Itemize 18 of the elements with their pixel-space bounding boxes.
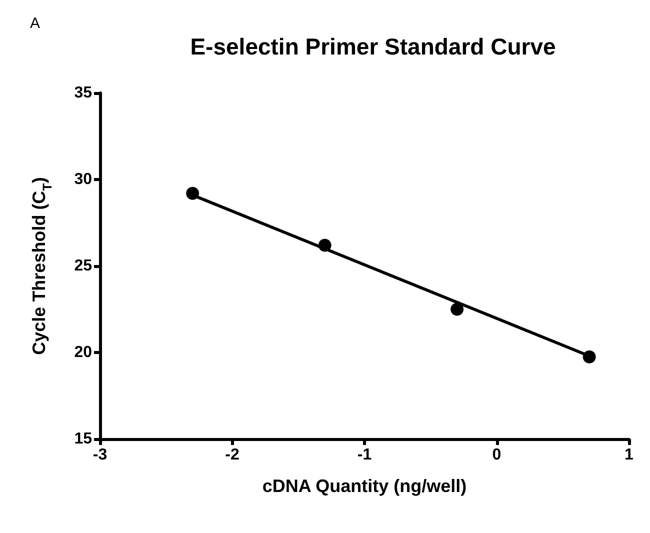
y-axis-title: Cycle Threshold (CT) <box>29 177 54 355</box>
x-axis-title: cDNA Quantity (ng/well) <box>262 476 467 496</box>
y-tick-label: 35 <box>74 84 92 102</box>
point <box>450 302 464 316</box>
x-tick-label: 1 <box>624 446 634 464</box>
x-tick-label: -2 <box>225 446 240 464</box>
x-tick-label: 0 <box>492 446 502 464</box>
x-tick-label: -3 <box>92 446 108 464</box>
text: A <box>30 15 40 32</box>
y-tick-label: 20 <box>74 344 92 361</box>
point <box>318 238 332 252</box>
y-tick-label: 30 <box>74 171 92 188</box>
x-tick-label: -1 <box>357 446 372 464</box>
point <box>186 186 200 200</box>
y-tick-label: 25 <box>74 258 92 274</box>
y-tick-label: 15 <box>74 430 92 448</box>
chart-title: E-selectin Primer Standard Curve <box>190 34 556 60</box>
point <box>582 350 596 364</box>
